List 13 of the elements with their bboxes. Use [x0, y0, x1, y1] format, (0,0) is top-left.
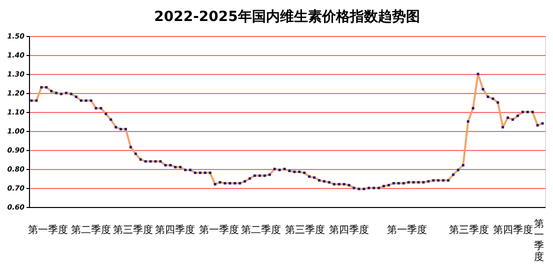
text: 第二季度	[241, 224, 281, 236]
text: 第四季度	[329, 224, 369, 236]
text: 第三季度	[285, 224, 325, 236]
text: 第一季度	[199, 224, 239, 236]
text: 第三季度	[113, 224, 153, 236]
text: 第一季度	[534, 218, 544, 263]
text: 第二季度	[71, 224, 111, 236]
text: 第四季度	[493, 224, 533, 236]
text: 第一季度	[387, 224, 427, 236]
text: 第三季度	[449, 224, 489, 236]
chart-title: 2022-2025年国内维生素价格指数趋势图	[154, 8, 420, 25]
text: 第四季度	[155, 224, 195, 236]
text: 第一季度	[28, 224, 68, 236]
